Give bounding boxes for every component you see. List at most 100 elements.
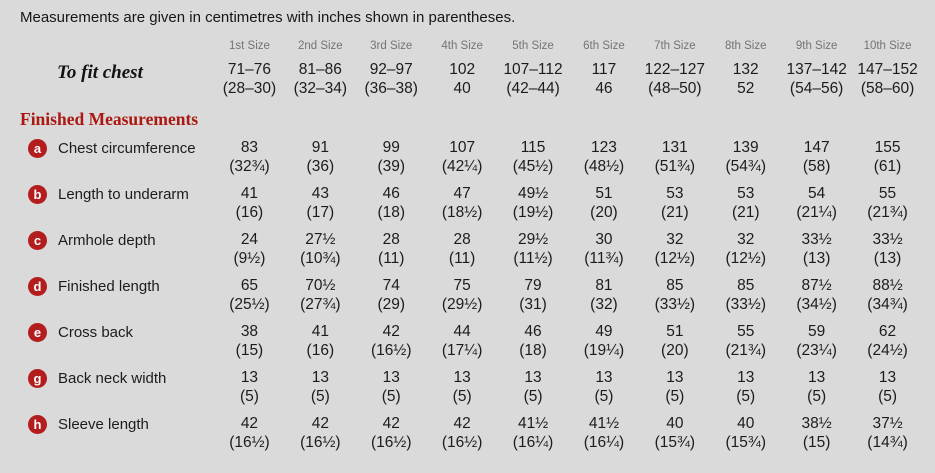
- measurement-cm-value: 42: [240, 415, 259, 432]
- measurement-inches-value: (27¾): [300, 296, 341, 313]
- measurement-value-cell: 42 (16½): [214, 414, 285, 452]
- to-fit-chest-cm-value: 102: [449, 61, 476, 78]
- measurement-cm-value: 54: [808, 185, 826, 202]
- measurement-cm-value: 53: [737, 185, 755, 202]
- measurement-value-cell: 41 (16): [214, 184, 285, 222]
- measurement-inches-value: (34¾): [867, 296, 908, 313]
- row-letter-badge: e: [28, 323, 47, 342]
- measurement-cm-value: 46: [382, 185, 400, 202]
- measurement-cm-value: 131: [661, 139, 688, 156]
- measurement-inches-value: (24½): [867, 342, 908, 359]
- measurement-cm-value: 33½: [872, 231, 903, 248]
- row-letter-badge: d: [28, 277, 47, 296]
- measurement-inches-value: (5): [594, 388, 614, 405]
- measurement-cm-value: 83: [240, 139, 259, 156]
- measurement-inches-value: (15): [802, 434, 831, 451]
- measurement-cm-value: 42: [382, 323, 400, 340]
- measurement-value-cell: 54 (21¼): [781, 184, 852, 222]
- measurement-cm-value: 79: [524, 277, 542, 294]
- measurement-cm-value: 24: [240, 231, 259, 248]
- measurement-label-cell: h Sleeve length: [20, 414, 214, 434]
- measurement-cm-value: 107: [449, 139, 476, 156]
- measurement-cm-value: 43: [311, 185, 329, 202]
- measurement-label-cell: d Finished length: [20, 276, 214, 296]
- to-fit-chest-cm-value: 137–142: [786, 61, 847, 78]
- measurement-inches-value: (32¾): [229, 158, 270, 175]
- measurement-inches-value: (17¼): [441, 342, 483, 359]
- measurement-cm-value: 40: [737, 415, 755, 432]
- measurement-value-cell: 13 (5): [498, 368, 569, 406]
- measurement-value-cell: 40 (15¾): [639, 414, 710, 452]
- measurement-cm-value: 28: [453, 231, 471, 248]
- measurement-cm-value: 81: [595, 277, 613, 294]
- measurement-cm-value: 37½: [872, 415, 903, 432]
- measurement-label-cell: e Cross back: [20, 322, 214, 342]
- measurement-cm-value: 38: [240, 323, 259, 340]
- measurement-inches-value: (51¾): [654, 158, 696, 175]
- row-letter-badge: g: [28, 369, 47, 388]
- measurement-inches-value: (58): [802, 158, 831, 175]
- measurement-label: Armhole depth: [58, 232, 156, 249]
- to-fit-chest-cell: 147–152 (58–60): [852, 60, 923, 98]
- row-letter-badge: b: [28, 185, 47, 204]
- measurement-cm-value: 42: [382, 415, 400, 432]
- measurement-inches-value: (16): [306, 342, 335, 359]
- measurement-inches-value: (5): [523, 388, 543, 405]
- measurement-value-cell: 55 (21¾): [710, 322, 781, 360]
- row-letter-badge: c: [28, 231, 47, 250]
- to-fit-chest-cm-value: 147–152: [857, 61, 918, 78]
- measurement-value-cell: 32 (12½): [639, 230, 710, 268]
- measurement-inches-value: (29): [377, 296, 406, 313]
- to-fit-chest-inches-value: 46: [595, 80, 613, 97]
- measurement-row: a Chest circumference 83 (32¾) 91 (36) 99 (39) 1…: [20, 138, 923, 176]
- measurement-row: b Length to underarm 41 (16) 43 (17) 46 (18) 47 (…: [20, 184, 923, 222]
- measurement-cm-value: 40: [666, 415, 684, 432]
- to-fit-chest-inches-value: (54–56): [789, 80, 844, 97]
- measurement-cm-value: 51: [666, 323, 684, 340]
- measurement-value-cell: 91 (36): [285, 138, 356, 176]
- measurement-value-cell: 70½ (27¾): [285, 276, 356, 314]
- measurement-value-cell: 123 (48½): [569, 138, 640, 176]
- measurement-value-cell: 49½ (19½): [498, 184, 569, 222]
- to-fit-chest-cell: 132 52: [710, 60, 781, 98]
- measurement-inches-value: (19½): [512, 204, 554, 221]
- measurement-label: Back neck width: [58, 370, 167, 387]
- size-column-header: 4th Size: [441, 40, 483, 52]
- measurement-label: Finished length: [58, 278, 160, 295]
- measurement-value-cell: 46 (18): [498, 322, 569, 360]
- measurement-inches-value: (15¾): [725, 434, 766, 451]
- measurement-cm-value: 13: [311, 369, 329, 386]
- measurement-inches-value: (21¾): [725, 342, 766, 359]
- to-fit-chest-cm-value: 92–97: [369, 61, 413, 78]
- measurement-value-cell: 13 (5): [427, 368, 498, 406]
- measurement-inches-value: (15): [235, 342, 264, 359]
- measurement-value-cell: 13 (5): [781, 368, 852, 406]
- measurement-value-cell: 62 (24½): [852, 322, 923, 360]
- measurement-value-cell: 13 (5): [214, 368, 285, 406]
- measurement-cm-value: 55: [878, 185, 897, 202]
- measurement-inches-value: (21): [731, 204, 760, 221]
- measurement-inches-value: (54¾): [725, 158, 766, 175]
- measurement-inches-value: (11): [448, 250, 476, 267]
- measurement-value-cell: 53 (21): [710, 184, 781, 222]
- measurement-inches-value: (19¼): [583, 342, 625, 359]
- measurement-cm-value: 33½: [801, 231, 832, 248]
- measurement-row: c Armhole depth 24 (9½) 27½ (10¾) 28 (11) 28 (11)…: [20, 230, 923, 268]
- measurement-inches-value: (29½): [441, 296, 483, 313]
- measurement-row: d Finished length 65 (25½) 70½ (27¾) 74 (29) 75 (…: [20, 276, 923, 314]
- measurement-cm-value: 44: [453, 323, 471, 340]
- to-fit-chest-cm-value: 71–76: [227, 61, 271, 78]
- measurement-inches-value: (31): [519, 296, 547, 313]
- size-column-header: 1st Size: [228, 40, 270, 52]
- to-fit-chest-cell: 107–112 (42–44): [498, 60, 569, 98]
- measurement-cm-value: 13: [524, 369, 542, 386]
- measurement-inches-value: (20): [661, 342, 689, 359]
- measurement-inches-value: (36): [306, 158, 335, 175]
- measurement-cm-value: 147: [803, 139, 830, 156]
- measurement-inches-value: (15¾): [654, 434, 696, 451]
- measurement-inches-value: (34½): [796, 296, 837, 313]
- size-header-row: 1st Size 2nd Size 3rd Size 4th Size 5th Size…: [20, 39, 923, 53]
- measurement-value-cell: 81 (32): [569, 276, 640, 314]
- measurement-label: Cross back: [58, 324, 134, 341]
- measurement-cm-value: 70½: [305, 277, 336, 294]
